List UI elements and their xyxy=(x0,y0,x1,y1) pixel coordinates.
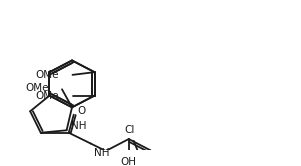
Text: Cl: Cl xyxy=(125,125,135,135)
Text: O: O xyxy=(78,106,86,116)
Text: OMe: OMe xyxy=(35,91,58,101)
Text: OMe: OMe xyxy=(26,83,49,93)
Text: OMe: OMe xyxy=(35,70,58,80)
Text: NH: NH xyxy=(71,121,86,131)
Text: OH: OH xyxy=(121,157,137,166)
Text: NH: NH xyxy=(94,148,109,158)
